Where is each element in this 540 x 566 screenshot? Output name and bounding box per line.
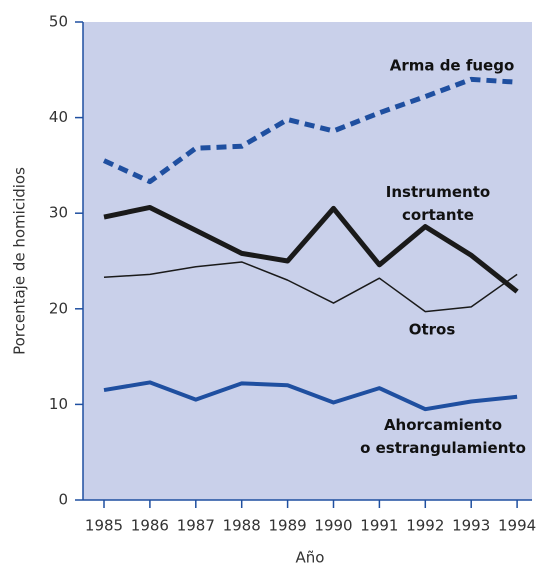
- y-tick-label: 20: [49, 299, 68, 317]
- x-tick-label: 1986: [131, 517, 169, 535]
- series-line: [103, 204, 519, 294]
- series-label: Arma de fuego: [390, 57, 515, 75]
- x-axis-title: Año: [296, 549, 325, 566]
- y-tick-label: 50: [49, 13, 68, 31]
- x-tick-label: 1988: [223, 517, 261, 535]
- y-tick-label: 30: [49, 204, 68, 222]
- y-tick-label: 10: [49, 395, 68, 413]
- series-label: Instrumento cortante: [386, 183, 490, 224]
- series-label: Ahorcamiento o estrangulamiento: [360, 416, 526, 457]
- series-line: [103, 380, 518, 412]
- x-tick-label: 1987: [177, 517, 215, 535]
- y-axis-title: Porcentaje de homicidios: [11, 167, 29, 355]
- series-label: Otros: [409, 321, 456, 339]
- series-line: [103, 261, 518, 313]
- x-tick-label: 1990: [314, 517, 352, 535]
- series-line: [102, 76, 518, 185]
- x-tick-label: 1989: [269, 517, 307, 535]
- x-tick-label: 1991: [360, 517, 398, 535]
- y-tick-label: 0: [58, 491, 68, 509]
- x-tick-label: 1994: [498, 517, 536, 535]
- plot-area: [83, 22, 532, 500]
- x-tick-label: 1985: [85, 517, 123, 535]
- x-tick-label: 1992: [406, 517, 444, 535]
- y-tick-label: 40: [49, 108, 68, 126]
- x-tick-label: 1993: [452, 517, 490, 535]
